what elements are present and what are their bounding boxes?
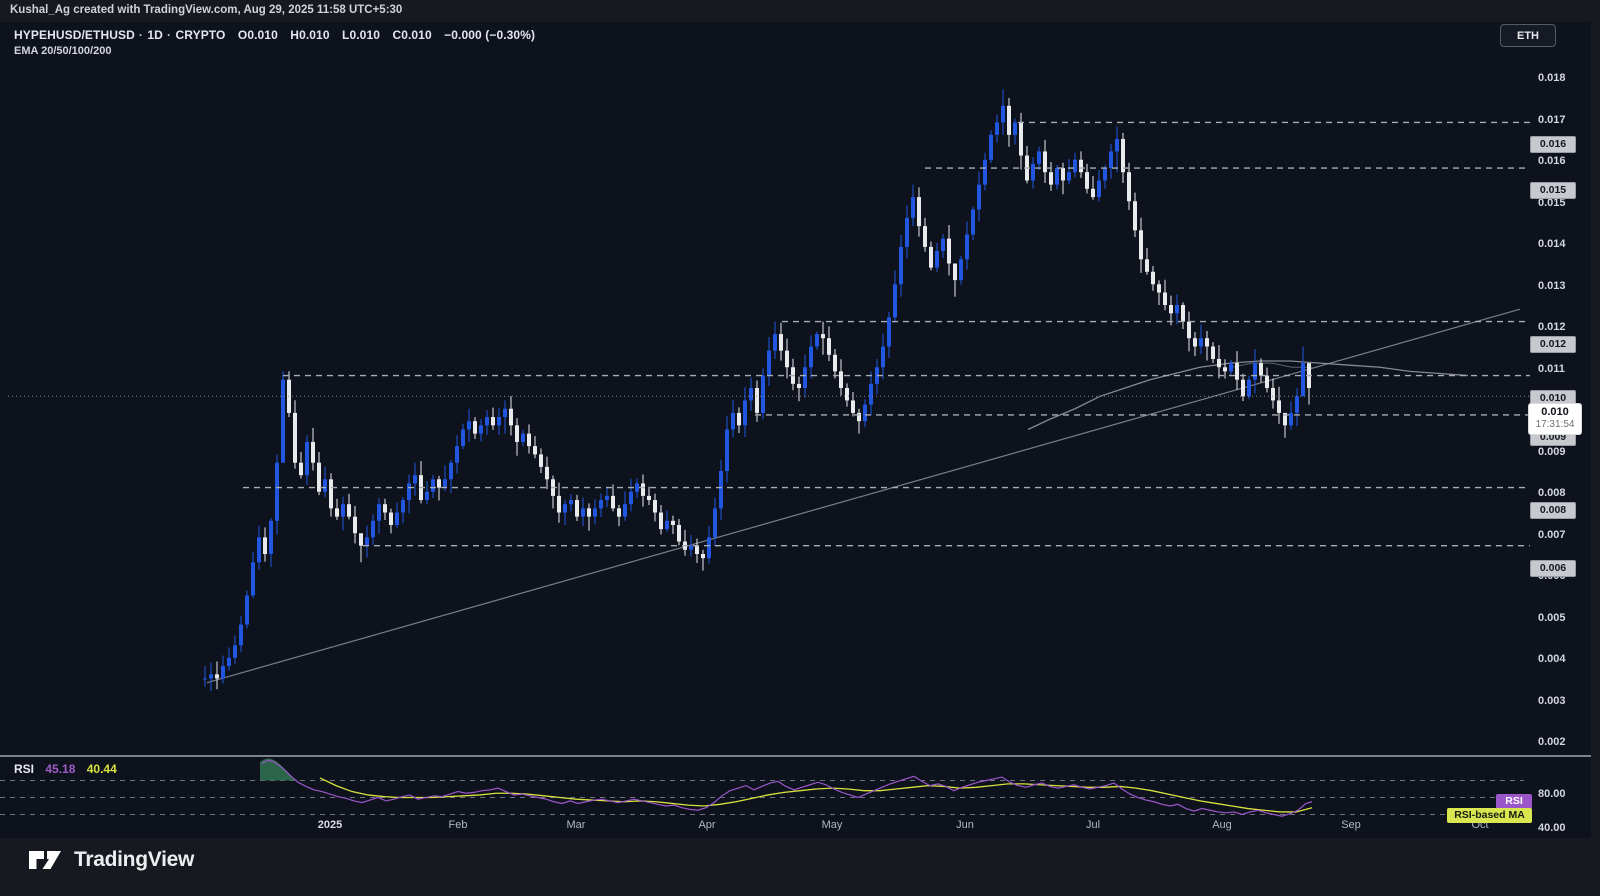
price-axis-label: 0.004 — [1538, 653, 1566, 665]
price-axis-label: 0.005 — [1538, 611, 1566, 624]
time-axis-label: Jun — [956, 819, 974, 831]
bar-countdown: 17:31:54 — [1535, 419, 1575, 430]
price-level-badge: 0.008 — [1530, 501, 1576, 519]
rsi-title: RSI — [14, 762, 35, 776]
attribution-text: Kushal_Ag created with TradingView.com, … — [10, 4, 403, 16]
chart-panel[interactable]: HYPEHUSD/ETHUSD · 1D · CRYPTO O0.010 H0.01… — [0, 22, 1591, 838]
price-axis-label: 0.015 — [1538, 196, 1566, 209]
tradingview-logo-text: TradingView — [74, 848, 195, 871]
tradingview-logo[interactable]: TradingView — [28, 848, 194, 872]
price-level-badge: 0.016 — [1530, 136, 1576, 154]
price-axis-label: 0.002 — [1538, 736, 1566, 748]
rsi-axis-badge: RSI — [1496, 794, 1532, 809]
price-axis-label: 0.013 — [1538, 279, 1566, 292]
price-axis-label: 0.011 — [1538, 362, 1565, 375]
price-axis-label: 0.008 — [1538, 487, 1566, 499]
time-axis-label: Jul — [1085, 819, 1101, 831]
chart-canvas[interactable] — [0, 22, 1591, 838]
price-axis-label: 0.018 — [1538, 72, 1566, 84]
price-axis-label: 0.014 — [1538, 238, 1566, 250]
rsi-axis-label: 40.00 — [1538, 822, 1566, 834]
current-price-value: 0.010 — [1541, 406, 1569, 418]
price-level-badge: 0.012 — [1530, 335, 1576, 353]
price-level-badge: 0.015 — [1530, 182, 1576, 200]
symbol-line: HYPEHUSD/ETHUSD · 1D · CRYPTO O0.010 H0.01… — [14, 28, 544, 42]
ohlc-close: C0.010 — [392, 28, 432, 42]
separator-dot: · — [138, 28, 143, 42]
rsi-legend: RSI 45.18 40.44 — [14, 762, 117, 776]
price-axis-label: 0.003 — [1538, 694, 1566, 707]
price-level-badge: 0.006 — [1530, 559, 1576, 577]
time-axis-label: Apr — [698, 819, 716, 831]
rsi-ma-value: 40.44 — [86, 762, 117, 776]
price-axis-label: 0.012 — [1538, 321, 1566, 333]
rsi-axis-label: 80.00 — [1538, 788, 1566, 800]
time-axis-label: 2025 — [317, 819, 343, 831]
price-axis-label: 0.016 — [1538, 155, 1566, 167]
market-label: CRYPTO — [175, 28, 226, 42]
rsi-value: 45.18 — [45, 762, 76, 776]
time-axis-label: Feb — [448, 819, 468, 831]
price-level-badge: 0.010 — [1530, 389, 1576, 407]
price-axis-label: 0.017 — [1538, 113, 1566, 126]
ohlc-high: H0.010 — [290, 28, 330, 42]
eth-quote-button[interactable]: ETH — [1500, 24, 1556, 47]
rsi-ma-axis-badge: RSI-based MA — [1447, 808, 1532, 823]
ohlc-change: −0.000 (−0.30%) — [444, 28, 536, 42]
separator-dot: · — [166, 28, 172, 42]
price-axis-label: 0.009 — [1538, 445, 1566, 458]
bottom-bar: TradingView — [0, 838, 1600, 896]
price-axis-label: 0.007 — [1538, 528, 1566, 541]
interval-label[interactable]: 1D — [147, 28, 163, 42]
current-price-label: 0.010 17:31:54 — [1529, 404, 1581, 434]
tradingview-mark-icon — [29, 851, 61, 869]
chart-header: HYPEHUSD/ETHUSD · 1D · CRYPTO O0.010 H0.01… — [14, 28, 544, 57]
time-axis-label: Sep — [1341, 819, 1361, 831]
ohlc-low: L0.010 — [342, 28, 380, 42]
indicator-label: EMA 20/50/100/200 — [14, 45, 112, 57]
time-axis-label: May — [821, 819, 843, 831]
ohlc-open: O0.010 — [237, 28, 278, 42]
symbol-title[interactable]: HYPEHUSD/ETHUSD — [14, 28, 135, 42]
attribution-bar: Kushal_Ag created with TradingView.com, … — [0, 0, 1600, 22]
time-axis-label: Aug — [1212, 819, 1232, 831]
time-axis-label: Mar — [566, 819, 586, 831]
